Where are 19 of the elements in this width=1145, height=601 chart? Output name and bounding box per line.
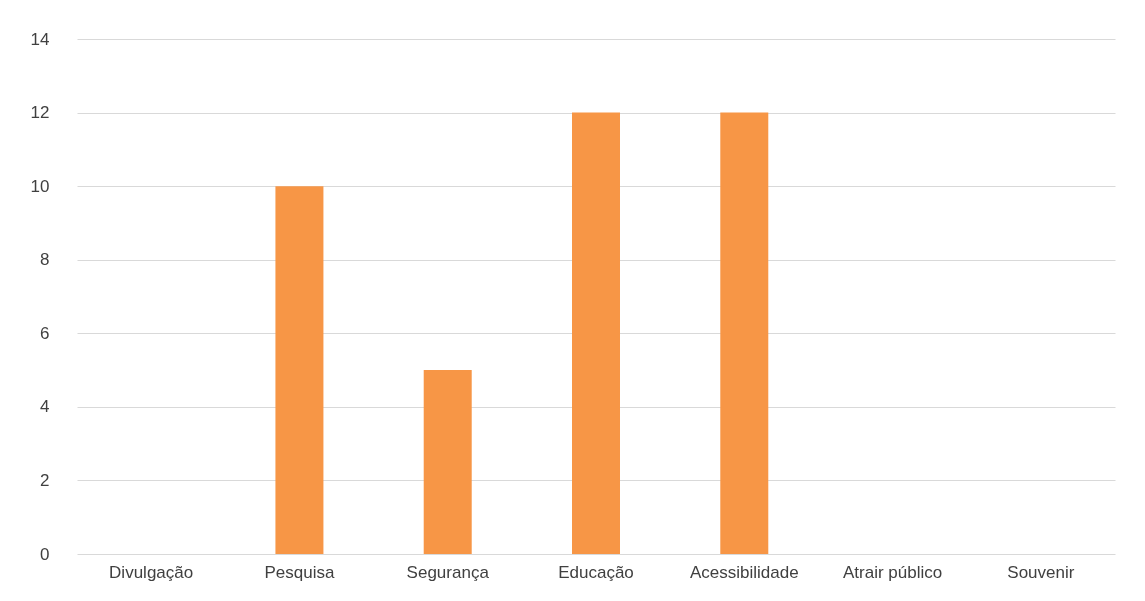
y-tick-label: 4 (40, 397, 50, 417)
y-tick-label: 10 (30, 176, 50, 196)
y-tick-label: 8 (40, 250, 50, 270)
y-tick-label: 2 (40, 470, 50, 490)
x-tick-label: Pesquisa (264, 562, 335, 582)
y-tick-label: 0 (40, 544, 50, 564)
bar (423, 370, 472, 554)
x-tick-label: Acessibilidade (689, 562, 799, 582)
bar (720, 112, 769, 554)
x-tick-label: Atrair público (842, 562, 943, 582)
y-tick-label: 14 (30, 29, 50, 49)
x-tick-label: Educação (558, 562, 634, 582)
x-tick-label: Divulgação (109, 562, 194, 582)
x-tick-label: Souvenir (1007, 562, 1075, 582)
y-tick-label: 12 (30, 103, 50, 123)
x-tick-label: Segurança (406, 562, 490, 582)
bar (275, 186, 324, 554)
y-tick-label: 6 (40, 323, 50, 343)
bar (572, 112, 620, 554)
